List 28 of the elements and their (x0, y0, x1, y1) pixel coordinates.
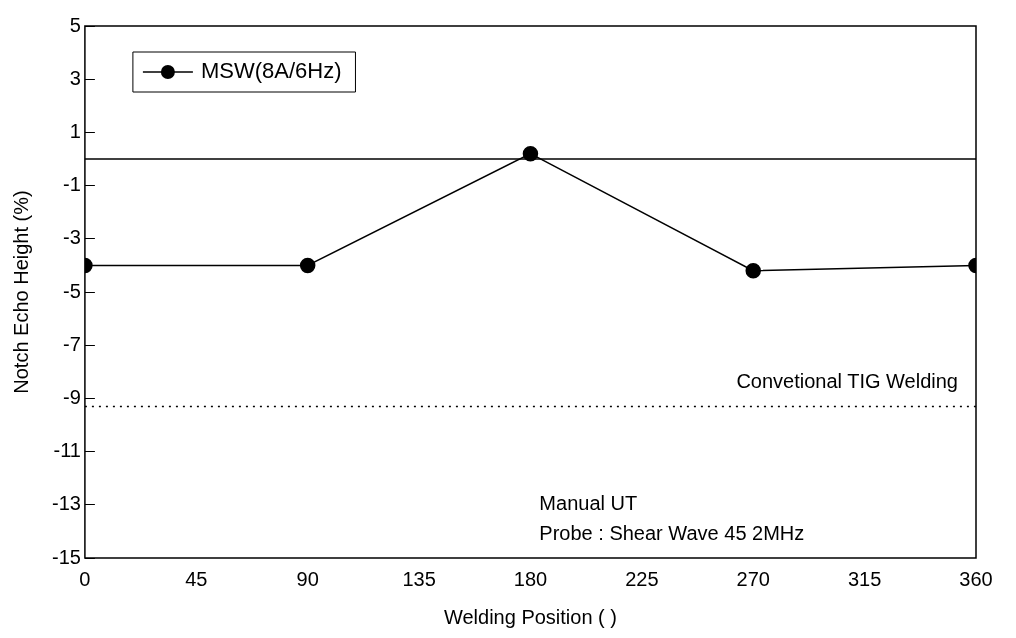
y-tick-label: -5 (63, 279, 81, 302)
x-tick-label: 360 (959, 567, 993, 590)
y-tick-label: -11 (53, 439, 81, 462)
y-tick-label: -9 (63, 385, 81, 408)
x-tick-label: 225 (625, 567, 659, 590)
x-tick-label: 180 (513, 567, 548, 590)
x-tick-label: 270 (736, 567, 770, 590)
y-tick-label: -7 (63, 332, 81, 355)
x-tick-label: 315 (847, 567, 882, 590)
x-tick-label: 45 (185, 567, 208, 590)
y-tick-label: 1 (69, 119, 81, 142)
annotation: Manual UT (539, 491, 638, 514)
y-axis-title: Notch Echo Height (%) (9, 190, 32, 394)
x-axis-title: Welding Position ( ) (443, 605, 617, 628)
x-tick-label: 90 (296, 567, 319, 590)
y-tick-label: -15 (52, 545, 81, 568)
y-tick-label: -3 (63, 226, 81, 249)
point (745, 262, 761, 279)
y-tick-label: -13 (52, 492, 81, 515)
annotation: Probe : Shear Wave 45 2MHz (539, 521, 805, 544)
legend-label: MSW(8A/6Hz) (200, 58, 342, 84)
ref-line-label: Convetional TIG Welding (736, 369, 958, 392)
x-tick-label: 135 (402, 567, 436, 590)
point (299, 257, 316, 274)
x-tick-label: 0 (79, 567, 91, 590)
y-tick-label: 5 (69, 13, 81, 36)
y-tick-label: 3 (69, 66, 81, 89)
y-tick-label: -1 (63, 173, 81, 196)
